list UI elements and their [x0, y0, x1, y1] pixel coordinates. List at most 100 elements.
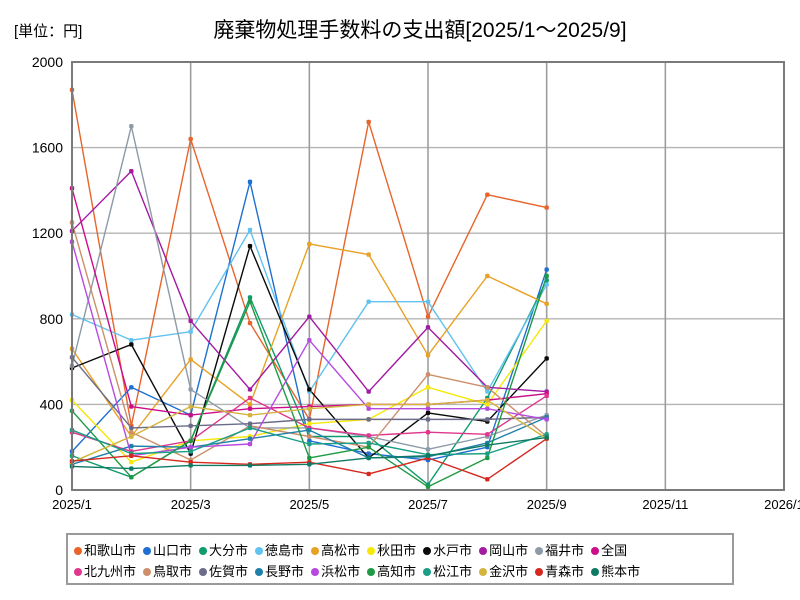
series-data-point	[366, 455, 371, 461]
x-axis-tick-label: 2025/9	[527, 497, 567, 512]
legend-item[interactable]: 長野市	[255, 565, 304, 578]
legend-label: 岡山市	[489, 543, 529, 558]
legend-item[interactable]: 浜松市	[311, 565, 360, 578]
series-data-point	[366, 252, 371, 257]
legend-marker-icon	[479, 546, 488, 555]
legend-item[interactable]: 山口市	[143, 544, 192, 557]
series-data-point	[425, 352, 431, 358]
legend-label: 山口市	[153, 543, 193, 558]
series-data-point	[425, 325, 431, 330]
legend-marker-icon	[535, 546, 544, 555]
legend-item[interactable]: 金沢市	[479, 565, 528, 578]
legend-row-2: 北九州市 鳥取市 佐賀市 長野市 浜松市 高知市 松江市 金沢市 青森市 熊本市	[74, 561, 726, 582]
legend-marker-icon	[255, 567, 264, 576]
series-data-point	[366, 417, 371, 422]
x-axis-tick-label: 2025/11	[642, 497, 688, 512]
series-data-point	[129, 474, 134, 480]
unit-label: [単位：円]	[14, 23, 83, 40]
series-data-point	[425, 447, 431, 452]
chart-title: 廃棄物処理手数料の支出額[2025/1〜2025/9]	[213, 19, 627, 42]
series-data-point	[307, 406, 312, 411]
series-data-point	[307, 421, 312, 426]
series-data-point	[129, 425, 134, 431]
legend-item[interactable]: 岡山市	[479, 544, 528, 557]
series-data-point	[425, 299, 431, 304]
x-axis-tick-label: 2025/5	[289, 497, 329, 512]
series-data-point	[485, 406, 490, 411]
legend-label: 熊本市	[601, 564, 641, 579]
series-data-point	[307, 387, 312, 392]
legend-label: 金沢市	[489, 564, 529, 579]
y-axis-tick-label: 2000	[32, 54, 63, 70]
legend-item[interactable]: 全国	[591, 544, 627, 557]
series-data-point	[247, 402, 253, 407]
series-data-point	[425, 385, 431, 390]
x-axis-tick-label: 2026/1	[764, 497, 800, 512]
plot-frame	[71, 61, 785, 491]
y-axis-tick-label: 400	[40, 396, 64, 412]
legend-item[interactable]: 水戸市	[423, 544, 472, 557]
series-data-point	[247, 436, 253, 441]
legend-item[interactable]: 松江市	[423, 565, 472, 578]
series-data-point	[247, 320, 253, 326]
legend-item[interactable]: 大分市	[199, 544, 248, 557]
series-data-point	[366, 389, 371, 394]
series-data-point	[544, 273, 549, 279]
series-data-point	[247, 179, 253, 185]
series-data-point	[485, 402, 490, 407]
series-data-point	[544, 282, 549, 287]
legend-item[interactable]: 熊本市	[591, 565, 640, 578]
series-data-point	[307, 462, 312, 467]
legend-item[interactable]: 鳥取市	[143, 565, 192, 578]
legend-item[interactable]: 北九州市	[74, 565, 136, 578]
series-data-point	[247, 412, 253, 418]
series-data-point	[129, 430, 134, 435]
series-data-point	[129, 466, 134, 471]
y-axis-tick-label: 800	[40, 311, 64, 327]
series-data-point	[425, 484, 431, 489]
series-data-point	[188, 463, 193, 468]
series-data-point	[485, 385, 490, 390]
legend-item[interactable]: 和歌山市	[74, 544, 136, 557]
x-axis-tick-label: 2025/1	[52, 497, 92, 512]
series-data-point	[247, 463, 253, 468]
series-data-point	[366, 402, 371, 407]
legend-item[interactable]: 佐賀市	[199, 565, 248, 578]
series-data-point	[129, 404, 134, 409]
series-data-point	[544, 417, 549, 422]
legend-item[interactable]: 徳島市	[255, 544, 304, 557]
legend-item[interactable]: 高知市	[367, 565, 416, 578]
legend-item[interactable]: 高松市	[311, 544, 360, 557]
series-data-point	[544, 435, 549, 440]
y-axis-tick-label: 1200	[32, 225, 63, 241]
series-data-point	[307, 417, 312, 422]
series-data-point	[307, 441, 312, 447]
legend-marker-icon	[367, 567, 376, 576]
series-data-point	[485, 442, 490, 448]
legend-label: 大分市	[209, 543, 249, 558]
series-data-point	[247, 441, 253, 447]
legend-item[interactable]: 秋田市	[367, 544, 416, 557]
series-data-point	[366, 433, 371, 438]
legend-marker-icon	[74, 546, 82, 555]
series-data-point	[366, 299, 371, 304]
legend-label: 全国	[601, 543, 628, 558]
series-data-point	[544, 267, 549, 272]
x-axis-tick-label: 2025/3	[171, 497, 211, 512]
legend-marker-icon	[311, 567, 320, 576]
series-data-point	[129, 453, 134, 458]
series-data-point	[188, 404, 193, 409]
series-data-point	[247, 295, 253, 300]
legend-marker-icon	[199, 567, 208, 576]
legend-marker-icon	[423, 546, 432, 555]
series-data-point	[247, 387, 253, 392]
series-data-point	[188, 445, 193, 450]
series-data-point	[366, 471, 371, 477]
legend-item[interactable]: 福井市	[535, 544, 584, 557]
legend-item[interactable]: 青森市	[535, 565, 584, 578]
series-data-point	[366, 445, 371, 450]
series-data-point	[544, 318, 549, 324]
series-data-point	[425, 406, 431, 411]
legend-marker-icon	[255, 546, 264, 555]
